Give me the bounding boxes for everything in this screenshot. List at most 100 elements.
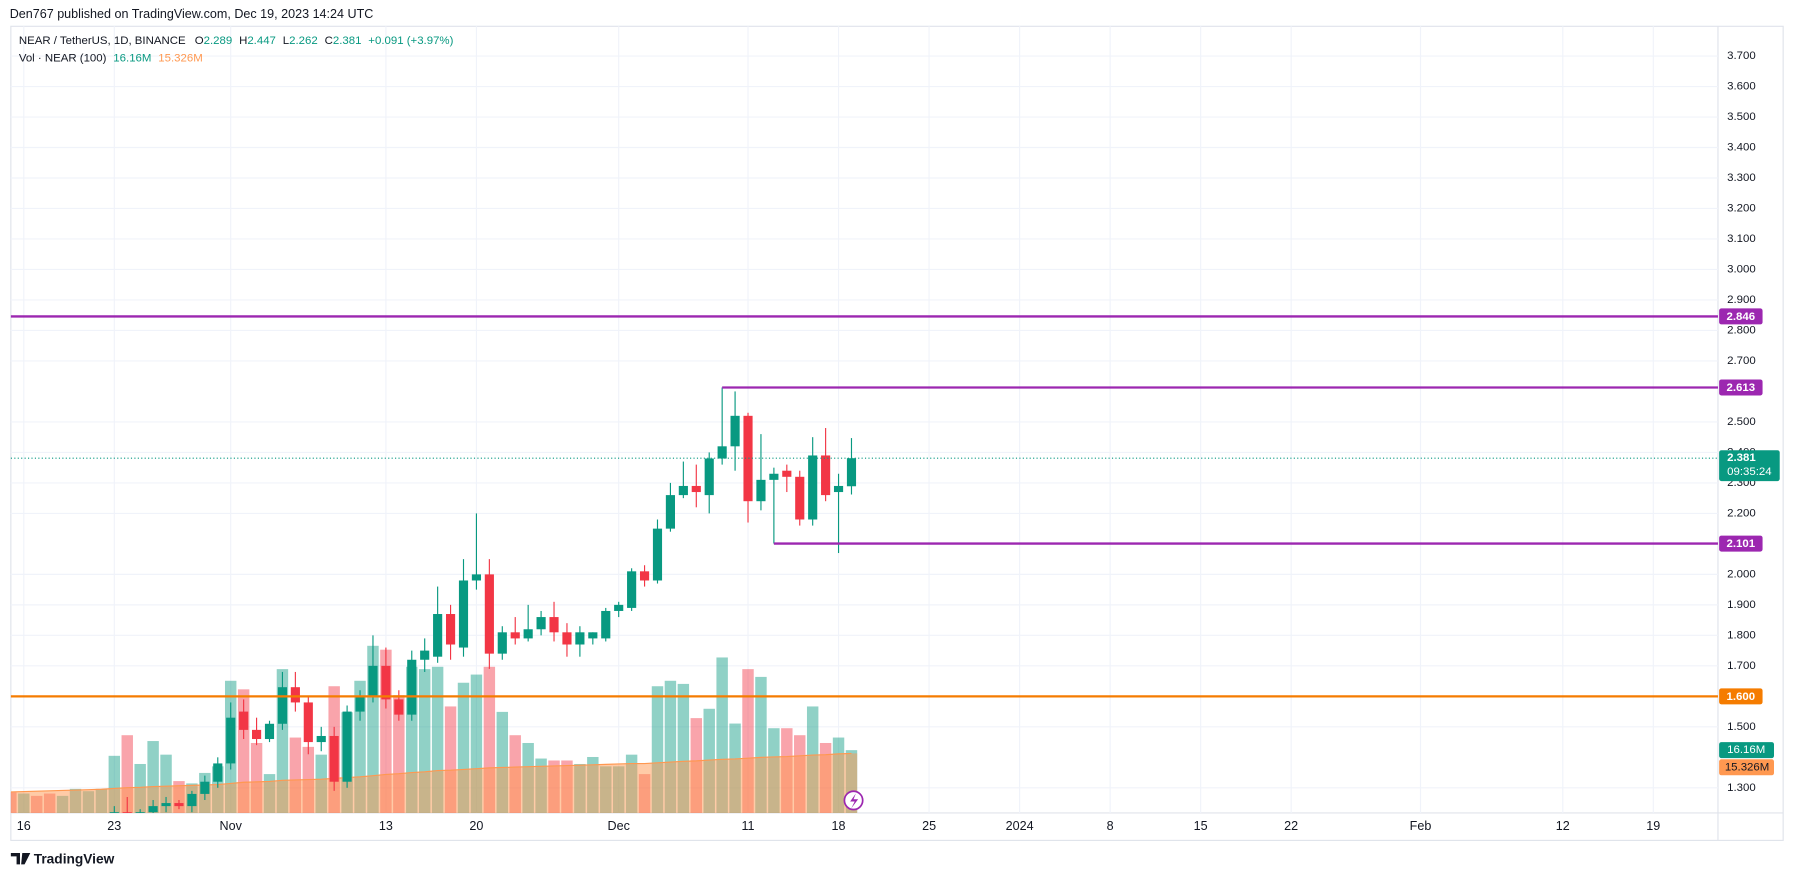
candle-body xyxy=(833,485,844,493)
candle-body xyxy=(252,729,262,740)
publish-info: Den767 published on TradingView.com, Dec… xyxy=(10,7,374,21)
candle-body xyxy=(536,617,546,630)
volume-label-box xyxy=(1719,742,1774,759)
x-tick-label: 19 xyxy=(1646,819,1660,833)
volume-bar xyxy=(470,674,483,813)
event-icon-bolt xyxy=(850,793,859,809)
volume-value: 16.16M xyxy=(113,52,151,64)
candle-body xyxy=(652,528,663,581)
x-tick-label: 22 xyxy=(1284,819,1298,833)
ohlc-value: 2.262 xyxy=(289,35,318,47)
x-tick-label: 11 xyxy=(741,819,754,833)
volume-bar xyxy=(237,689,250,813)
ohlc-value: 2.289 xyxy=(204,35,233,47)
candle-body xyxy=(471,574,482,581)
x-tick-label: 23 xyxy=(107,819,121,833)
x-tick-label: 12 xyxy=(1556,819,1570,833)
x-tick-label: 8 xyxy=(1107,819,1114,833)
candle-body xyxy=(277,687,288,724)
volume-bar xyxy=(276,669,289,813)
volume-bar xyxy=(742,669,754,813)
level-label: 1.600 xyxy=(1727,691,1756,703)
x-tick-label: 2024 xyxy=(1006,819,1034,833)
candle-body xyxy=(407,659,417,715)
candle-body xyxy=(639,571,650,581)
candle-body xyxy=(614,604,624,611)
candle-body xyxy=(588,632,598,639)
x-tick-label: 16 xyxy=(17,819,31,833)
candle-body xyxy=(665,495,675,529)
candle-body xyxy=(445,614,456,645)
chart-frame xyxy=(10,25,1784,841)
y-tick-label: 1.900 xyxy=(1727,599,1756,611)
ohlc-key: H xyxy=(239,35,247,47)
candle-body xyxy=(394,699,404,715)
y-tick-label: 2.200 xyxy=(1727,507,1756,519)
volume-bar xyxy=(431,666,444,813)
candle-body xyxy=(808,455,818,520)
ohlc-key: C xyxy=(325,35,333,47)
level-label: 2.101 xyxy=(1727,538,1756,550)
level-label-box xyxy=(1719,688,1763,705)
legend-title: NEAR / TetherUS, 1D, BINANCE xyxy=(19,35,186,47)
volume-bar xyxy=(716,657,728,813)
volume-bar xyxy=(483,666,496,813)
volume-bar xyxy=(289,737,302,813)
volume-bar xyxy=(651,686,664,813)
tv-logo xyxy=(10,852,31,865)
level-label-box xyxy=(1719,308,1763,325)
y-tick-label: 3.700 xyxy=(1727,50,1756,62)
volume-ma-label-box xyxy=(1719,759,1774,776)
candle-body xyxy=(497,632,507,654)
volume-bar xyxy=(354,680,366,813)
x-tick-label: Dec xyxy=(608,819,630,833)
ohlc-value: 2.381 xyxy=(333,35,362,47)
volume-name: Vol · NEAR (100) xyxy=(19,52,107,64)
y-tick-label: 2.900 xyxy=(1727,294,1756,306)
candle-body xyxy=(264,723,275,740)
ohlc-value: 2.447 xyxy=(247,35,276,47)
candle-body xyxy=(303,702,313,743)
candle-body xyxy=(316,735,326,743)
candle-body xyxy=(601,610,611,639)
legend-main: NEAR / TetherUS, 1D, BINANCE O2.289 H2.447… xyxy=(19,35,454,47)
candle-body xyxy=(355,696,365,712)
volume-ma-line xyxy=(10,752,852,793)
countdown-label: 09:35:24 xyxy=(1727,466,1772,478)
volume-bar xyxy=(664,680,677,813)
volume-bar xyxy=(677,683,690,813)
candle-body xyxy=(562,632,572,645)
candle-body xyxy=(730,415,740,447)
x-tick-label: 13 xyxy=(379,819,393,833)
candle-body xyxy=(213,763,223,782)
y-tick-label: 2.000 xyxy=(1727,568,1756,580)
y-tick-label: 2.500 xyxy=(1727,416,1756,428)
ohlc-key: O xyxy=(195,35,204,47)
tv-wordmark: TradingView xyxy=(34,851,115,866)
volume-bar xyxy=(418,669,431,813)
level-label-box xyxy=(1719,379,1763,396)
volume-bar xyxy=(147,741,159,813)
candle-body xyxy=(769,473,779,480)
volume-bar xyxy=(121,735,133,813)
x-tick-label: 18 xyxy=(832,819,846,833)
grid xyxy=(10,26,1718,813)
y-tick-label: 3.300 xyxy=(1727,172,1756,184)
candle-body xyxy=(795,476,805,520)
volume-bar xyxy=(406,666,418,813)
volume-bar xyxy=(457,682,470,813)
volume-bar xyxy=(444,706,457,813)
y-tick-label: 3.600 xyxy=(1727,81,1756,93)
plot-area xyxy=(10,387,858,813)
volume-bar xyxy=(380,649,392,813)
volume-bar xyxy=(393,695,405,813)
candle-body xyxy=(226,717,236,764)
y-tick-label: 2.800 xyxy=(1727,324,1756,336)
y-tick-label: 3.200 xyxy=(1727,202,1756,214)
candle-body xyxy=(381,665,391,700)
volume-bar xyxy=(108,755,121,813)
volume-bar xyxy=(496,711,509,813)
volume-bar xyxy=(160,754,172,813)
